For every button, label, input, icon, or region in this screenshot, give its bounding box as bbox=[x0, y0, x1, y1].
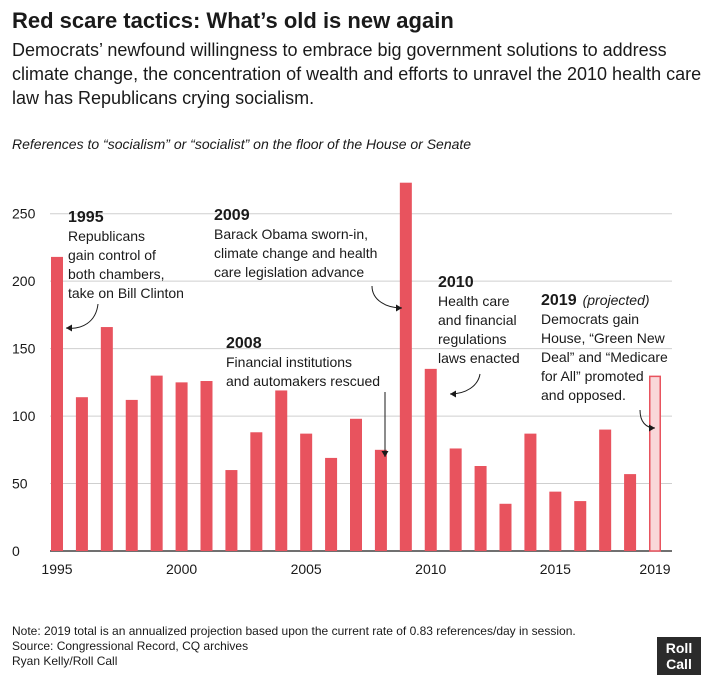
annotation-line: take on Bill Clinton bbox=[68, 285, 184, 301]
bar bbox=[300, 433, 313, 551]
bar bbox=[175, 382, 188, 551]
bar bbox=[549, 491, 562, 551]
bar-chart: 0 50 100 150 200 250 1995 2000 2005 2010 2015 2019… bbox=[12, 182, 672, 577]
annotation-line: gain control of bbox=[68, 247, 156, 263]
bar bbox=[574, 501, 587, 551]
bar bbox=[449, 448, 462, 551]
annotation-year: 2008 bbox=[226, 335, 262, 352]
annotation-line: regulations bbox=[438, 331, 507, 347]
y-tick-label: 50 bbox=[12, 476, 28, 492]
annotation-2010: 2010 Health care and financial regulations l… bbox=[438, 274, 520, 366]
arrow-head bbox=[381, 451, 389, 457]
bar bbox=[225, 470, 238, 551]
bar bbox=[474, 466, 487, 551]
arrow-head bbox=[66, 324, 72, 332]
chart-subtitle: Democrats’ newfound willingness to embra… bbox=[12, 40, 702, 108]
y-axis-ticks: 0 50 100 150 200 250 bbox=[12, 206, 36, 559]
y-tick-label: 0 bbox=[12, 543, 20, 559]
bar bbox=[624, 474, 637, 551]
bar-projected bbox=[649, 375, 661, 552]
annotation-line: and opposed. bbox=[541, 387, 626, 403]
bar bbox=[350, 418, 362, 551]
x-tick-label: 2005 bbox=[291, 561, 322, 577]
bar bbox=[150, 375, 163, 551]
annotation-line: Democrats gain bbox=[541, 311, 639, 327]
annotation-line: Deal” and “Medicare bbox=[541, 349, 668, 365]
footer-credit: Ryan Kelly/Roll Call bbox=[12, 654, 118, 668]
bar bbox=[325, 457, 338, 551]
y-tick-label: 100 bbox=[12, 408, 36, 424]
bar bbox=[125, 399, 138, 551]
y-tick-label: 200 bbox=[12, 273, 36, 289]
chart-title: Red scare tactics: What’s old is new aga… bbox=[12, 8, 454, 33]
bar bbox=[599, 429, 612, 551]
x-tick-label: 2000 bbox=[166, 561, 197, 577]
annotation-line: laws enacted bbox=[438, 350, 520, 366]
arrow-head bbox=[649, 424, 655, 432]
annotation-2019: 2019 (projected) Democrats gain House, “Gre… bbox=[541, 292, 668, 403]
bar bbox=[374, 449, 387, 551]
annotation-arrow bbox=[449, 373, 481, 395]
annotation-line: Republicans bbox=[68, 228, 145, 244]
bar bbox=[275, 390, 288, 551]
x-tick-label: 2010 bbox=[415, 561, 446, 577]
annotation-arrows bbox=[65, 285, 656, 457]
bar bbox=[524, 433, 537, 551]
annotation-year: 2009 bbox=[214, 207, 250, 224]
footer-note: Note: 2019 total is an annualized projec… bbox=[12, 624, 576, 638]
roll-call-logo: Roll Call bbox=[657, 637, 701, 675]
annotation-year: 2010 bbox=[438, 274, 474, 291]
bar bbox=[250, 432, 263, 551]
footer: Note: 2019 total is an annualized projec… bbox=[12, 624, 576, 669]
annotation-line: House, “Green New bbox=[541, 330, 666, 346]
bars bbox=[51, 182, 661, 552]
bar bbox=[399, 182, 412, 551]
x-tick-label: 1995 bbox=[41, 561, 72, 577]
annotation-arrow bbox=[65, 303, 99, 329]
annotation-line: and financial bbox=[438, 312, 517, 328]
y-tick-label: 150 bbox=[12, 341, 36, 357]
bar bbox=[51, 256, 63, 551]
x-tick-label: 2015 bbox=[540, 561, 571, 577]
annotation-year: 2019 (projected) bbox=[541, 292, 650, 309]
y-tick-label: 250 bbox=[12, 206, 36, 222]
annotations: 1995 Republicans gain control of both chamb… bbox=[68, 207, 668, 403]
annotation-line: care legislation advance bbox=[214, 264, 364, 280]
chart-caption: References to “socialism” or “socialist”… bbox=[12, 136, 472, 152]
bar bbox=[424, 368, 437, 551]
annotation-2009: 2009 Barack Obama sworn-in, climate change… bbox=[214, 207, 377, 280]
annotation-line: both chambers, bbox=[68, 266, 165, 282]
annotation-2008: 2008 Financial institutions and automakers… bbox=[226, 335, 380, 389]
annotation-arrow bbox=[371, 285, 403, 309]
bar bbox=[200, 381, 213, 551]
annotation-line: Financial institutions bbox=[226, 354, 352, 370]
annotation-line: climate change and health bbox=[214, 245, 377, 261]
annotation-1995: 1995 Republicans gain control of both chamb… bbox=[68, 209, 184, 301]
annotation-year: 1995 bbox=[68, 209, 104, 226]
annotation-line: for All” promoted bbox=[541, 368, 644, 384]
bar bbox=[75, 397, 88, 551]
arrow-head bbox=[396, 304, 402, 312]
bar bbox=[499, 503, 512, 551]
annotation-line: Barack Obama sworn-in, bbox=[214, 226, 368, 242]
footer-source: Source: Congressional Record, CQ archive… bbox=[12, 639, 249, 653]
bar bbox=[100, 327, 113, 551]
annotation-line: and automakers rescued bbox=[226, 373, 380, 389]
x-axis-ticks: 1995 2000 2005 2010 2015 2019 bbox=[41, 561, 670, 577]
x-tick-label: 2019 bbox=[639, 561, 670, 577]
annotation-line: Health care bbox=[438, 293, 510, 309]
arrow-head bbox=[450, 390, 456, 398]
